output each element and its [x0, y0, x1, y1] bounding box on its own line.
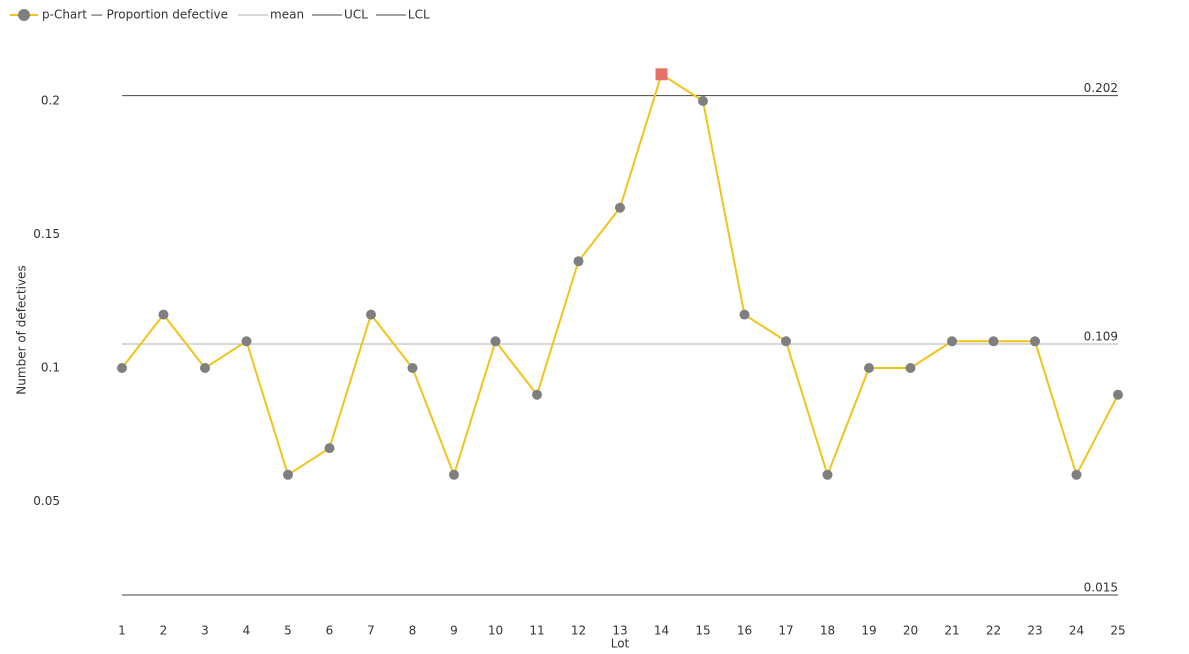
point-marker — [324, 443, 335, 454]
x-tick-label: 9 — [450, 624, 458, 638]
point-marker — [739, 309, 750, 320]
point-marker — [615, 202, 625, 213]
legend-label: mean — [270, 8, 304, 22]
point-marker — [905, 363, 916, 373]
y-tick-label: 0.1 — [41, 361, 60, 375]
y-axis-label: Number of defectives — [15, 265, 29, 394]
out-of-control-marker — [655, 68, 668, 81]
point-marker — [1030, 336, 1040, 347]
x-tick-label: 12 — [571, 624, 586, 638]
control-line-label: 0.109 — [1084, 329, 1118, 343]
point-marker — [117, 363, 127, 373]
point-marker — [573, 256, 584, 267]
point-marker — [532, 389, 542, 400]
point-marker — [200, 363, 210, 373]
x-tick-label: 4 — [243, 624, 251, 638]
legend-label: UCL — [344, 8, 368, 22]
point-marker — [1113, 389, 1123, 400]
x-tick-label: 21 — [944, 624, 959, 638]
y-tick-label: 0.05 — [33, 494, 60, 508]
point-marker — [283, 469, 293, 480]
point-marker — [158, 309, 169, 320]
x-tick-label: 22 — [986, 624, 1001, 638]
point-marker — [241, 336, 252, 347]
x-tick-label: 25 — [1110, 624, 1125, 638]
y-tick-label: 0.2 — [41, 94, 60, 108]
x-axis-label: Lot — [611, 637, 630, 651]
x-tick-label: 11 — [529, 624, 544, 638]
x-tick-label: 3 — [201, 624, 209, 638]
x-tick-label: 18 — [820, 624, 835, 638]
x-tick-label: 2 — [160, 624, 168, 638]
x-tick-label: 15 — [695, 624, 710, 638]
x-tick-label: 24 — [1069, 624, 1084, 638]
legend-marker — [18, 9, 30, 21]
point-marker — [449, 469, 459, 480]
point-marker — [366, 309, 376, 320]
x-tick-label: 10 — [488, 624, 503, 638]
x-tick-label: 23 — [1027, 624, 1042, 638]
point-marker — [490, 336, 501, 347]
y-tick-label: 0.15 — [33, 227, 60, 241]
x-tick-label: 6 — [326, 624, 334, 638]
x-tick-label: 16 — [737, 624, 752, 638]
point-marker — [864, 363, 874, 373]
x-tick-label: 1 — [118, 624, 126, 638]
point-marker — [698, 96, 708, 106]
control-line-label: 0.015 — [1084, 580, 1118, 594]
x-tick-label: 19 — [861, 624, 876, 638]
point-marker — [822, 469, 833, 480]
point-marker — [947, 336, 957, 347]
x-tick-label: 7 — [367, 624, 375, 638]
x-tick-label: 13 — [612, 624, 627, 638]
x-tick-label: 14 — [654, 624, 669, 638]
legend-label: p-Chart — Proportion defective — [42, 8, 228, 22]
point-marker — [988, 336, 999, 347]
series-line — [121, 72, 1119, 478]
x-tick-label: 5 — [284, 624, 292, 638]
legend-label: LCL — [408, 8, 430, 22]
point-marker — [407, 363, 418, 373]
x-tick-label: 8 — [409, 624, 417, 638]
point-marker — [781, 336, 791, 347]
control-line-label: 0.202 — [1084, 81, 1118, 95]
x-tick-label: 20 — [903, 624, 918, 638]
x-tick-label: 17 — [778, 624, 793, 638]
point-marker — [1071, 469, 1082, 480]
